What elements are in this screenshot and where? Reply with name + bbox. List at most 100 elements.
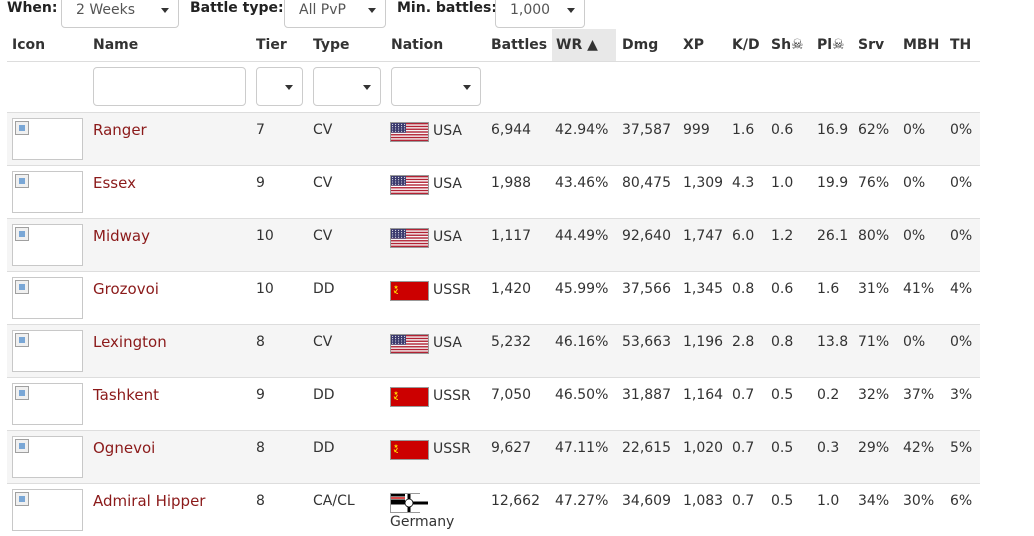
header-divider xyxy=(7,61,980,62)
table-row: Grozovoi 10 DD USSR 1,420 45.99% 37,566 … xyxy=(7,271,980,324)
when-label: When: xyxy=(7,0,58,16)
type-filter-select[interactable] xyxy=(313,67,381,106)
ship-dmg: 34,609 xyxy=(622,493,671,509)
ship-sh: 0.5 xyxy=(771,387,794,403)
col-srv[interactable]: Srv xyxy=(858,37,885,53)
when-value: 2 Weeks xyxy=(76,2,136,18)
col-icon: Icon xyxy=(12,37,46,53)
ship-mbh: 42% xyxy=(903,440,935,456)
when-select[interactable]: 2 Weeks xyxy=(61,0,179,28)
col-nation[interactable]: Nation xyxy=(391,37,444,53)
ship-name-link[interactable]: Admiral Hipper xyxy=(93,492,206,510)
ship-name-link[interactable]: Ognevoi xyxy=(93,439,156,457)
ship-image xyxy=(12,224,83,266)
table-row: Ranger 7 CV USA 6,944 42.94% 37,587 999 … xyxy=(7,112,980,165)
ship-dmg: 80,475 xyxy=(622,175,671,191)
ship-mbh: 0% xyxy=(903,175,926,191)
ship-kd: 0.7 xyxy=(732,387,755,403)
nation-name: USSR xyxy=(433,441,471,457)
ship-pl: 0.2 xyxy=(817,387,840,403)
col-pl[interactable]: Pl☠ xyxy=(817,37,845,53)
ship-wr: 47.27% xyxy=(555,493,609,509)
ship-mbh: 0% xyxy=(903,228,926,244)
col-tier[interactable]: Tier xyxy=(256,37,287,53)
ship-tier: 9 xyxy=(256,175,265,191)
tier-filter-select[interactable] xyxy=(256,67,303,106)
col-xp[interactable]: XP xyxy=(683,37,705,53)
col-sh[interactable]: Sh☠ xyxy=(771,37,804,53)
ship-battles: 1,420 xyxy=(491,281,532,297)
ship-pl: 19.9 xyxy=(817,175,849,191)
nation-name: USA xyxy=(433,335,462,351)
ship-wr: 46.16% xyxy=(555,334,609,350)
ship-type: CA/CL xyxy=(313,493,355,509)
ship-wr: 47.11% xyxy=(555,440,609,456)
name-filter-input[interactable] xyxy=(93,67,246,106)
ship-pl: 16.9 xyxy=(817,122,849,138)
chevron-down-icon xyxy=(363,85,371,90)
col-mbh[interactable]: MBH xyxy=(903,37,940,53)
ship-wr: 42.94% xyxy=(555,122,609,138)
ship-wr: 45.99% xyxy=(555,281,609,297)
nation-name: Germany xyxy=(390,514,455,530)
ship-battles: 5,232 xyxy=(491,334,532,350)
ship-name-link[interactable]: Midway xyxy=(93,227,150,245)
col-kd[interactable]: K/D xyxy=(732,37,760,53)
nation-name: USSR xyxy=(433,388,471,404)
ussr-flag xyxy=(390,387,429,407)
ship-dmg: 37,587 xyxy=(622,122,671,138)
ship-mbh: 37% xyxy=(903,387,935,403)
ship-battles: 1,988 xyxy=(491,175,532,191)
col-th[interactable]: TH xyxy=(950,37,972,53)
min-battles-select[interactable]: 1,000 xyxy=(495,0,585,28)
ship-image xyxy=(12,277,83,319)
chevron-down-icon xyxy=(368,8,376,13)
broken-image-icon xyxy=(15,333,29,347)
battle-type-select[interactable]: All PvP xyxy=(284,0,386,28)
ship-th: 3% xyxy=(950,387,973,403)
ship-name-link[interactable]: Lexington xyxy=(93,333,167,351)
nation-name: USA xyxy=(433,123,462,139)
ship-name-link[interactable]: Essex xyxy=(93,174,136,192)
ship-image xyxy=(12,383,83,425)
ship-kd: 1.6 xyxy=(732,122,755,138)
ship-tier: 7 xyxy=(256,122,265,138)
broken-image-icon xyxy=(15,174,29,188)
col-name[interactable]: Name xyxy=(93,37,139,53)
ship-srv: 29% xyxy=(858,440,890,456)
ship-srv: 34% xyxy=(858,493,890,509)
ship-name-link[interactable]: Tashkent xyxy=(93,386,159,404)
ship-battles: 12,662 xyxy=(491,493,540,509)
ship-name-link[interactable]: Ranger xyxy=(93,121,147,139)
usa-flag xyxy=(390,175,429,195)
ship-xp: 1,164 xyxy=(683,387,724,403)
col-battles[interactable]: Battles xyxy=(491,37,548,53)
ship-dmg: 37,566 xyxy=(622,281,671,297)
broken-image-icon xyxy=(15,439,29,453)
ship-name-link[interactable]: Grozovoi xyxy=(93,280,159,298)
ship-sh: 1.0 xyxy=(771,175,794,191)
chevron-down-icon xyxy=(161,8,169,13)
col-wr-sorted[interactable]: WR ▲ xyxy=(552,29,616,61)
table-row: Lexington 8 CV USA 5,232 46.16% 53,663 1… xyxy=(7,324,980,377)
nation-name: USA xyxy=(433,176,462,192)
ship-th: 0% xyxy=(950,228,973,244)
chevron-down-icon xyxy=(285,85,293,90)
col-type[interactable]: Type xyxy=(313,37,350,53)
ship-th: 6% xyxy=(950,493,973,509)
broken-image-icon xyxy=(15,121,29,135)
ship-sh: 0.5 xyxy=(771,493,794,509)
ship-srv: 32% xyxy=(858,387,890,403)
nation-filter-select[interactable] xyxy=(391,67,481,106)
usa-flag xyxy=(390,122,429,142)
ship-type: CV xyxy=(313,122,333,138)
germany-flag xyxy=(390,493,428,513)
broken-image-icon xyxy=(15,280,29,294)
ussr-flag xyxy=(390,440,429,460)
ship-xp: 1,196 xyxy=(683,334,724,350)
ship-mbh: 41% xyxy=(903,281,935,297)
col-dmg[interactable]: Dmg xyxy=(622,37,659,53)
ship-sh: 0.8 xyxy=(771,334,794,350)
ship-wr: 44.49% xyxy=(555,228,609,244)
ship-wr: 46.50% xyxy=(555,387,609,403)
